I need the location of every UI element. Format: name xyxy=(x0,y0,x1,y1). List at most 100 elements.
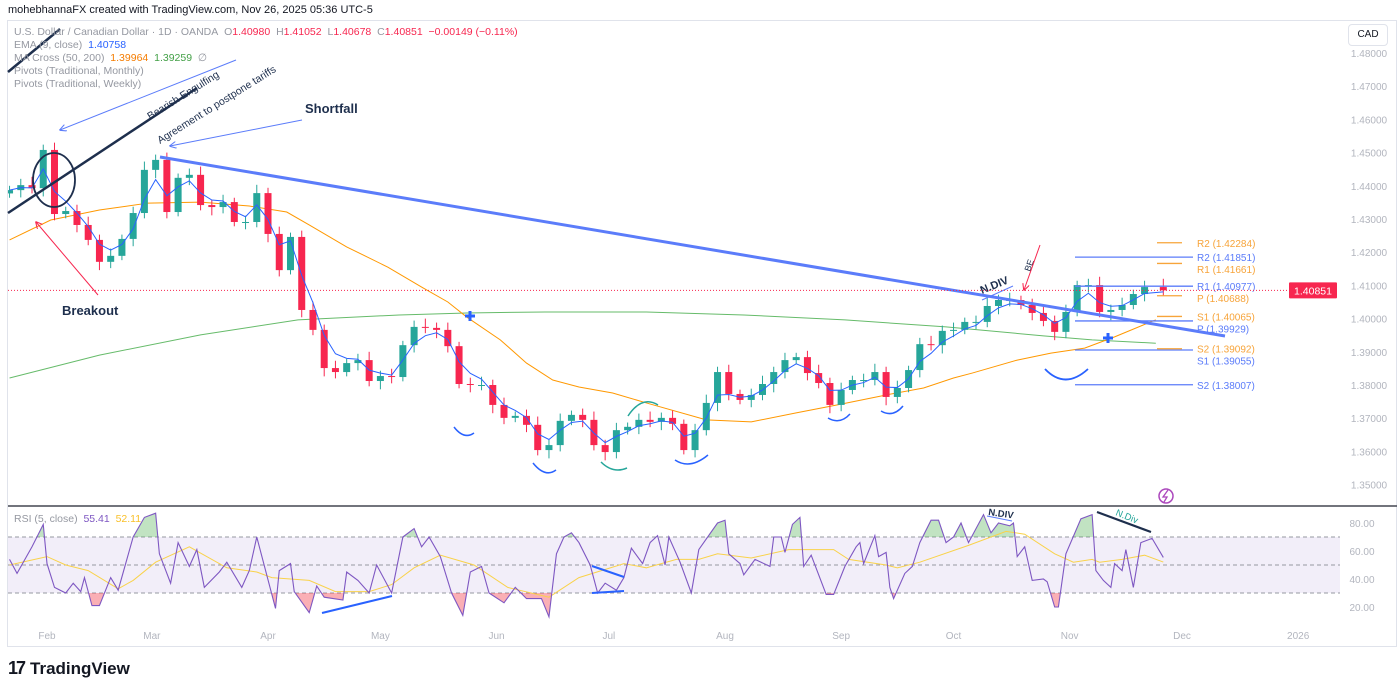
descending-trendline[interactable] xyxy=(159,155,1226,338)
candle-body xyxy=(837,389,845,405)
trough-arc-drawing[interactable] xyxy=(600,461,628,471)
ndiv-line-drawing[interactable] xyxy=(981,285,1014,301)
high-value: 1.41052 xyxy=(283,26,322,38)
peak-arc-drawing[interactable] xyxy=(627,401,659,417)
candle xyxy=(714,366,722,412)
ma-extra-value: ∅ xyxy=(197,52,208,64)
candle xyxy=(107,248,115,269)
pivots-monthly-legend-row[interactable]: Pivots (Traditional, Monthly) xyxy=(14,65,144,77)
candle xyxy=(612,422,620,459)
candle-body xyxy=(950,329,958,331)
candle-body xyxy=(343,363,351,373)
symbol-legend-row[interactable]: U.S. Dollar / Canadian Dollar · 1D · OAN… xyxy=(14,26,518,39)
pivot-value: 1.39929 xyxy=(1210,324,1247,335)
cross-marker-icon xyxy=(465,311,475,321)
open-label: O xyxy=(224,26,233,38)
rsi-triangle-upper-line[interactable] xyxy=(591,565,625,578)
candle xyxy=(747,388,755,408)
candle-body xyxy=(1096,285,1104,312)
candle-body xyxy=(882,372,890,397)
pivots-weekly-legend-row[interactable]: Pivots (Traditional, Weekly) xyxy=(14,78,142,90)
candle-body xyxy=(624,426,632,431)
trough-arc-drawing[interactable] xyxy=(453,426,475,437)
trough-arc-drawing[interactable] xyxy=(880,405,904,415)
candle-body xyxy=(1039,312,1047,321)
be-arrow[interactable] xyxy=(1024,244,1041,290)
ema-legend-row[interactable]: EMA (9, close) 1.40758 xyxy=(14,39,518,52)
candle-body xyxy=(916,344,924,371)
candle xyxy=(534,416,542,456)
candle-body xyxy=(770,372,778,385)
rsi-ndiv-trendline[interactable] xyxy=(1096,510,1152,534)
candle xyxy=(1096,276,1104,318)
candle xyxy=(219,194,227,214)
candle xyxy=(376,370,384,390)
price-tick-label: 1.36000 xyxy=(1351,447,1388,458)
candle-body xyxy=(927,344,935,346)
pivot-level: P xyxy=(1197,324,1204,335)
candle-body xyxy=(961,321,969,330)
ma-cross-legend-row[interactable]: MA Cross (50, 200) 1.39964 1.39259 ∅ xyxy=(14,52,518,65)
candle-body xyxy=(893,387,901,397)
candle xyxy=(365,351,373,387)
breakout-arrow[interactable] xyxy=(36,222,99,296)
shortfall-arrow[interactable] xyxy=(170,119,303,146)
ema-value: 1.40758 xyxy=(88,39,127,51)
candle xyxy=(62,206,70,219)
candle-body xyxy=(657,417,665,422)
candle xyxy=(28,176,36,194)
price-axis[interactable]: 1.48000 1.47000 1.46000 1.45000 1.44000 1.430… xyxy=(1349,49,1387,614)
breakout-circle-drawing[interactable] xyxy=(32,152,76,208)
rsi-ma-value: 52.11 xyxy=(115,513,142,525)
candle-body xyxy=(691,430,699,451)
candle-body xyxy=(421,326,429,328)
lightning-icon[interactable] xyxy=(1158,488,1174,504)
main-pane xyxy=(8,142,1167,461)
engulfing-arrow[interactable] xyxy=(60,59,237,130)
pivot-value: 1.40065 xyxy=(1215,312,1252,323)
candle xyxy=(95,234,103,271)
candle-body xyxy=(826,383,834,405)
rsi-triangle-lower-line[interactable] xyxy=(591,590,625,594)
rsi-legend[interactable]: RSI (5, close) 55.41 52.11 xyxy=(14,513,141,525)
pivot-value: 1.39055 xyxy=(1215,357,1252,368)
rsi-ndiv-label-1: N.DIV xyxy=(988,507,1015,522)
candle-body xyxy=(1062,311,1070,332)
candle-body xyxy=(399,345,407,378)
open-value: 1.40980 xyxy=(232,26,271,38)
price-tick-label: 1.46000 xyxy=(1351,115,1388,126)
candle-body xyxy=(298,236,306,310)
currency-button[interactable]: CAD xyxy=(1348,24,1388,46)
candle-body xyxy=(152,159,160,170)
candle xyxy=(972,315,980,330)
rsi-tick-label: 60.00 xyxy=(1349,547,1374,558)
time-axis[interactable]: Feb Mar Apr May Jun Jul Aug Sep Oct Nov Dec 2026 xyxy=(38,631,1309,642)
candle-body xyxy=(466,384,474,386)
candle xyxy=(893,380,901,404)
time-tick-label: Dec xyxy=(1173,631,1191,642)
pivot-level: S2 xyxy=(1197,345,1210,356)
time-tick-label: Oct xyxy=(946,631,962,642)
low-value: 1.40678 xyxy=(333,26,372,38)
rsi-divergence-line[interactable] xyxy=(321,595,393,614)
trough-arc-drawing[interactable] xyxy=(674,454,709,465)
candle-body xyxy=(601,445,609,453)
symbol-title: U.S. Dollar / Canadian Dollar · 1D · OAN… xyxy=(14,26,219,38)
time-tick-label: Aug xyxy=(716,631,734,642)
candle-body xyxy=(219,202,227,208)
upper-trendline-drawing[interactable] xyxy=(7,28,61,73)
rsi-ndiv-line[interactable] xyxy=(986,515,1013,522)
candle-body xyxy=(1107,309,1115,312)
candle-body xyxy=(747,394,755,400)
tradingview-footer[interactable]: 17 TradingView xyxy=(8,658,130,679)
trough-arc-drawing[interactable] xyxy=(827,413,851,422)
rsi-ma-line xyxy=(9,530,1164,598)
trough-arc-drawing[interactable] xyxy=(532,462,557,474)
rising-trendline-drawing[interactable] xyxy=(7,86,198,215)
trough-arc-drawing[interactable] xyxy=(1044,368,1089,381)
candle xyxy=(983,297,991,328)
candle xyxy=(84,216,92,246)
candle-body xyxy=(354,360,362,364)
candle xyxy=(916,337,924,378)
